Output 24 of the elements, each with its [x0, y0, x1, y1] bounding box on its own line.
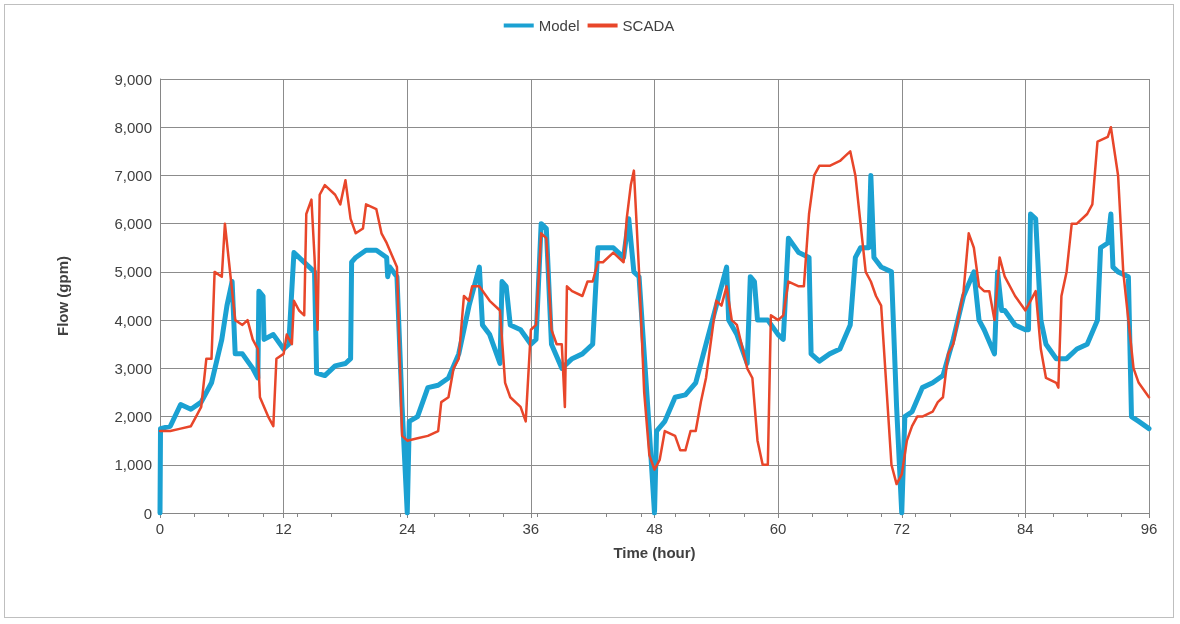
x-tick-label: 96	[1140, 520, 1158, 537]
x-tick-label: 60	[769, 520, 787, 537]
y-tick-label: 8,000	[114, 118, 152, 136]
y-tick-label: 9,000	[114, 70, 152, 88]
y-tick-label: 3,000	[114, 359, 152, 377]
x-tick-label: 12	[275, 520, 292, 537]
x-tick-label: 24	[398, 520, 416, 537]
line-series	[158, 125, 1151, 486]
y-tick-label: 6,000	[114, 215, 152, 233]
legend-label: Model	[538, 17, 580, 34]
legend-label: SCADA	[622, 17, 675, 34]
y-tick-label: 2,000	[114, 408, 152, 426]
x-axis-title: Time (hour)	[613, 544, 696, 561]
y-tick-label: 1,000	[114, 456, 152, 474]
y-tick-label: 5,000	[114, 263, 152, 281]
x-tick-label: 84	[1017, 520, 1034, 537]
x-tick-label: 72	[893, 520, 911, 537]
y-tick-label: 0	[143, 504, 152, 522]
y-tick-label: 4,000	[114, 311, 152, 329]
x-tick-label: 48	[646, 520, 663, 537]
y-tick-label: 7,000	[114, 166, 152, 184]
x-tick-label: 36	[522, 520, 540, 537]
y-axis-title: Flow (gpm)	[54, 256, 71, 336]
x-tick-label: 0	[155, 520, 165, 537]
